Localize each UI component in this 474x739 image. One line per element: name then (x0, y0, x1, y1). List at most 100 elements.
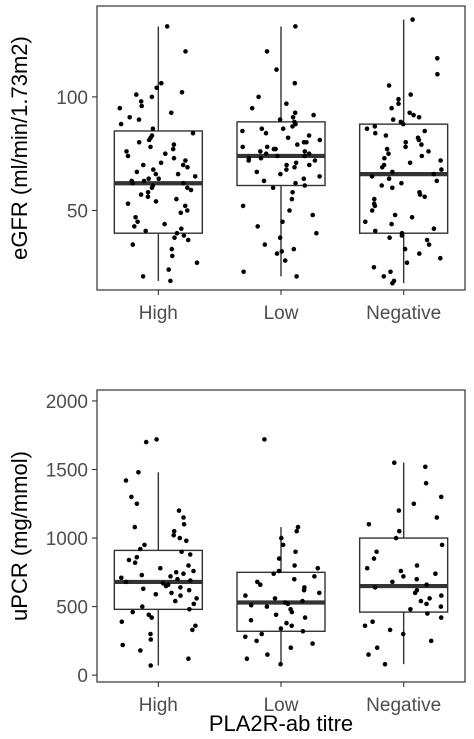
egfr-x-tick-label-negative: Negative (366, 303, 441, 324)
upcr-negative-point (392, 460, 397, 466)
upcr-high-point (190, 627, 195, 633)
egfr-low-point (254, 169, 260, 175)
upcr-low-point (243, 593, 248, 598)
egfr-high-point (117, 105, 123, 111)
egfr-low-point (302, 183, 308, 188)
x-axis-title: PLA2R-ab titre (209, 711, 353, 736)
egfr-negative-point (396, 96, 401, 102)
upcr-high-point (173, 598, 178, 604)
egfr-low-point (284, 101, 289, 106)
egfr-low-point (280, 126, 286, 131)
egfr-high-point (153, 199, 159, 204)
upcr-low-point (254, 579, 260, 585)
upcr-high-point (143, 439, 149, 445)
upcr-high-point (119, 619, 125, 624)
upcr-negative-point (428, 638, 434, 644)
egfr-high-point (138, 99, 144, 104)
egfr-low-point (311, 112, 316, 118)
egfr-low-point (284, 162, 289, 168)
upcr-low-point (315, 565, 321, 571)
egfr-low-point (294, 274, 299, 279)
egfr-low-point (241, 269, 246, 275)
upcr-negative-point (425, 611, 430, 616)
egfr-low-point (274, 251, 280, 256)
egfr-negative-point (391, 278, 397, 284)
upcr-low-point (248, 618, 254, 623)
egfr-x-tick-label-low: Low (264, 303, 299, 324)
upcr-high-point (171, 528, 177, 534)
upcr-high-point (153, 592, 159, 597)
egfr-high-point (158, 160, 164, 166)
upcr-high-point (120, 642, 125, 648)
egfr-negative-point (369, 208, 375, 213)
egfr-low-point (292, 165, 297, 170)
upcr-negative-point (372, 585, 378, 590)
upcr-high-point (176, 508, 182, 513)
egfr-negative-point (435, 56, 440, 61)
egfr-high-point (143, 228, 148, 234)
upcr-high-point (126, 557, 132, 563)
egfr-high-point (162, 221, 167, 227)
upcr-high-point (132, 560, 138, 565)
egfr-negative-box (358, 123, 449, 234)
egfr-low-point (282, 258, 288, 263)
egfr-negative-point (431, 171, 437, 177)
upcr-negative-point (370, 619, 375, 624)
upcr-negative-point (408, 607, 413, 612)
upcr-high-point (148, 663, 153, 668)
upcr-y-tick-label: 1000 (46, 529, 88, 550)
egfr-high-point (150, 183, 156, 188)
egfr-high-point (171, 142, 177, 147)
upcr-low-point (312, 574, 317, 579)
egfr-low-point (263, 151, 269, 156)
upcr-negative-point (414, 587, 420, 593)
egfr-negative-point (416, 115, 422, 120)
egfr-negative-point (407, 110, 413, 116)
upcr-negative-point (438, 615, 444, 620)
upcr-low-point (279, 535, 284, 541)
egfr-negative-point (438, 255, 443, 261)
upcr-high-point (177, 535, 183, 541)
upcr-negative-point (366, 652, 371, 657)
upcr-high-point (148, 637, 154, 642)
egfr-y-axis-title: eGFR (ml/min/1.73m2) (7, 36, 32, 260)
upcr-negative-point (427, 596, 432, 601)
upcr-negative-point (374, 549, 379, 555)
egfr-negative-point (426, 242, 432, 247)
egfr-high-point (136, 140, 142, 145)
egfr-negative-point (386, 83, 392, 88)
upcr-high-point (165, 582, 171, 587)
egfr-low-point (263, 130, 269, 136)
upcr-negative-point (401, 574, 406, 579)
upcr-low-point (264, 604, 270, 609)
egfr-low-point (290, 115, 296, 120)
upcr-x-tick-label-negative: Negative (366, 695, 441, 716)
upcr-high-point (187, 607, 192, 612)
upcr-high-point (141, 586, 146, 592)
egfr-high-point (133, 215, 138, 220)
upcr-low-point (248, 602, 254, 608)
egfr-low-point (295, 142, 300, 147)
egfr-negative-point (390, 185, 395, 191)
upcr-negative-point (364, 565, 370, 571)
egfr-low-point (293, 180, 298, 186)
egfr-high-point (163, 151, 168, 156)
egfr-high-point (168, 278, 173, 284)
upcr-low-point (300, 598, 305, 604)
egfr-negative-point (387, 235, 392, 240)
egfr-negative-point (411, 112, 416, 118)
egfr-high-point (181, 180, 186, 186)
upcr-high-point (136, 470, 141, 475)
upcr-low-point (272, 596, 278, 601)
upcr-high-point (160, 581, 166, 586)
egfr-negative-point (422, 194, 428, 200)
upcr-low-point (276, 568, 282, 574)
egfr-low-point (310, 212, 316, 218)
upcr-negative-point (423, 464, 428, 470)
egfr-negative-point (386, 151, 391, 156)
egfr-high-point (132, 224, 137, 229)
upcr-high-point (188, 578, 193, 583)
upcr-high-point (181, 571, 186, 576)
egfr-low-point (278, 171, 283, 177)
